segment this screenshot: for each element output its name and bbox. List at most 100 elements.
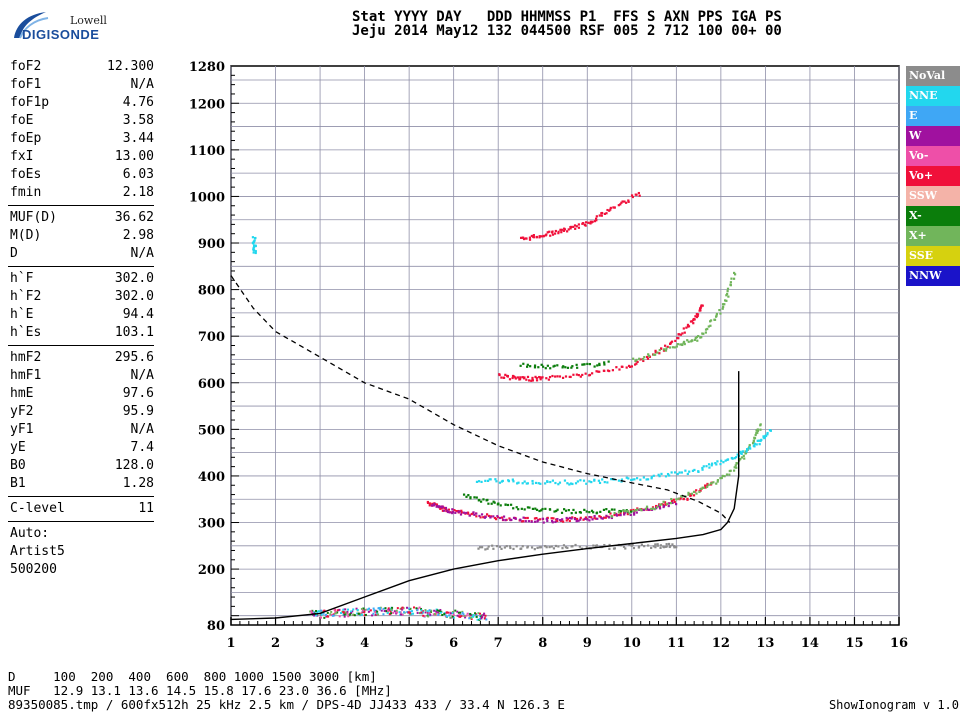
echo-point xyxy=(693,468,696,472)
autoscaling-line: Artist5 xyxy=(10,544,65,559)
echo-point xyxy=(686,339,689,342)
echo-point xyxy=(534,375,537,378)
echo-point xyxy=(475,480,479,483)
echo-point xyxy=(618,511,621,514)
echo-point xyxy=(625,476,628,479)
echo-point xyxy=(574,543,577,547)
echo-point xyxy=(665,347,668,350)
echo-point xyxy=(530,234,533,238)
echo-point xyxy=(531,379,535,382)
es-echo-point xyxy=(481,615,484,618)
echo-point xyxy=(603,363,606,366)
echo-point xyxy=(526,482,529,485)
y-tick-label: 1000 xyxy=(189,190,225,205)
echo-point xyxy=(451,508,454,511)
echo-point xyxy=(558,481,562,484)
echo-point xyxy=(556,375,559,378)
echo-point xyxy=(638,194,641,197)
es-echo-point xyxy=(430,610,433,613)
echo-point xyxy=(553,510,556,513)
es-echo-point xyxy=(331,614,334,617)
x-tick-label: 4 xyxy=(360,636,369,651)
echo-point xyxy=(607,516,611,519)
es-echo-point xyxy=(430,609,433,612)
echo-point xyxy=(613,511,616,515)
echo-point xyxy=(639,478,642,481)
echo-point xyxy=(751,442,755,445)
echo-point xyxy=(606,369,610,372)
echo-point xyxy=(699,489,702,492)
legend-item: E xyxy=(906,106,960,126)
echo-point xyxy=(642,359,645,363)
es-echo-point xyxy=(389,610,392,613)
echo-point xyxy=(512,516,516,519)
es-echo-point xyxy=(377,607,380,610)
echo-point xyxy=(527,520,531,523)
echo-point xyxy=(630,194,634,197)
echo-point xyxy=(671,501,674,504)
echo-point xyxy=(512,480,515,483)
es-echo-point xyxy=(346,612,349,615)
echo-point xyxy=(619,510,622,513)
es-echo-point xyxy=(438,612,441,615)
param-value: 36.62 xyxy=(114,210,154,225)
echo-point xyxy=(687,491,690,494)
echo-point xyxy=(494,478,497,481)
es-echo-point xyxy=(360,613,363,616)
echo-point xyxy=(599,515,602,519)
es-echo-point xyxy=(456,610,459,613)
es-echo-point xyxy=(466,612,469,615)
echo-point xyxy=(609,512,612,515)
legend-item: Vo- xyxy=(906,146,960,166)
echo-point xyxy=(549,234,552,237)
echo-point xyxy=(511,376,514,380)
echo-point xyxy=(741,450,745,453)
echo-point xyxy=(723,303,726,306)
echo-point xyxy=(729,281,732,284)
es-echo-point xyxy=(401,606,404,609)
echo-point xyxy=(629,509,633,512)
echo-point xyxy=(458,510,461,513)
es-echo-point xyxy=(378,607,381,610)
x-tick-label: 2 xyxy=(271,636,280,651)
echo-point xyxy=(484,479,487,482)
echo-point xyxy=(646,544,650,547)
echo-point xyxy=(575,520,578,523)
es-echo-point xyxy=(476,618,479,621)
es-echo-point xyxy=(440,611,443,614)
param-row: h`Es 103.1 xyxy=(8,324,154,342)
es-echo-point xyxy=(409,610,412,613)
echo-point xyxy=(631,478,634,481)
echo-point xyxy=(662,348,666,351)
echo-point xyxy=(687,325,691,328)
echo-point xyxy=(629,513,632,517)
es-echo-point xyxy=(449,616,452,619)
header-row-values: Jeju 2014 May12 132 044500 RSF 005 2 712… xyxy=(352,23,782,39)
echo-point xyxy=(665,545,668,548)
echo-point xyxy=(511,478,514,481)
param-label: C-level xyxy=(10,501,65,516)
echo-point xyxy=(523,480,526,483)
echo-point xyxy=(683,340,686,343)
echo-point xyxy=(484,548,487,551)
es-echo-point xyxy=(470,614,473,617)
echo-point xyxy=(528,238,532,241)
echo-point xyxy=(667,542,671,546)
echo-point xyxy=(560,228,563,231)
echo-point xyxy=(563,508,566,511)
es-echo-point xyxy=(384,607,387,610)
es-echo-point xyxy=(390,608,393,611)
param-label: yE xyxy=(10,440,26,455)
es-echo-point xyxy=(335,612,338,615)
echo-point xyxy=(577,223,580,226)
echo-point xyxy=(714,315,718,318)
echo-point xyxy=(692,490,696,494)
echo-point xyxy=(552,517,555,520)
echo-point xyxy=(712,481,715,484)
param-label: B1 xyxy=(10,476,26,491)
echo-point xyxy=(601,211,604,215)
echo-point xyxy=(479,516,482,519)
param-label: yF1 xyxy=(10,422,34,437)
echo-point xyxy=(538,236,541,239)
legend-item: NoVal xyxy=(906,66,960,86)
